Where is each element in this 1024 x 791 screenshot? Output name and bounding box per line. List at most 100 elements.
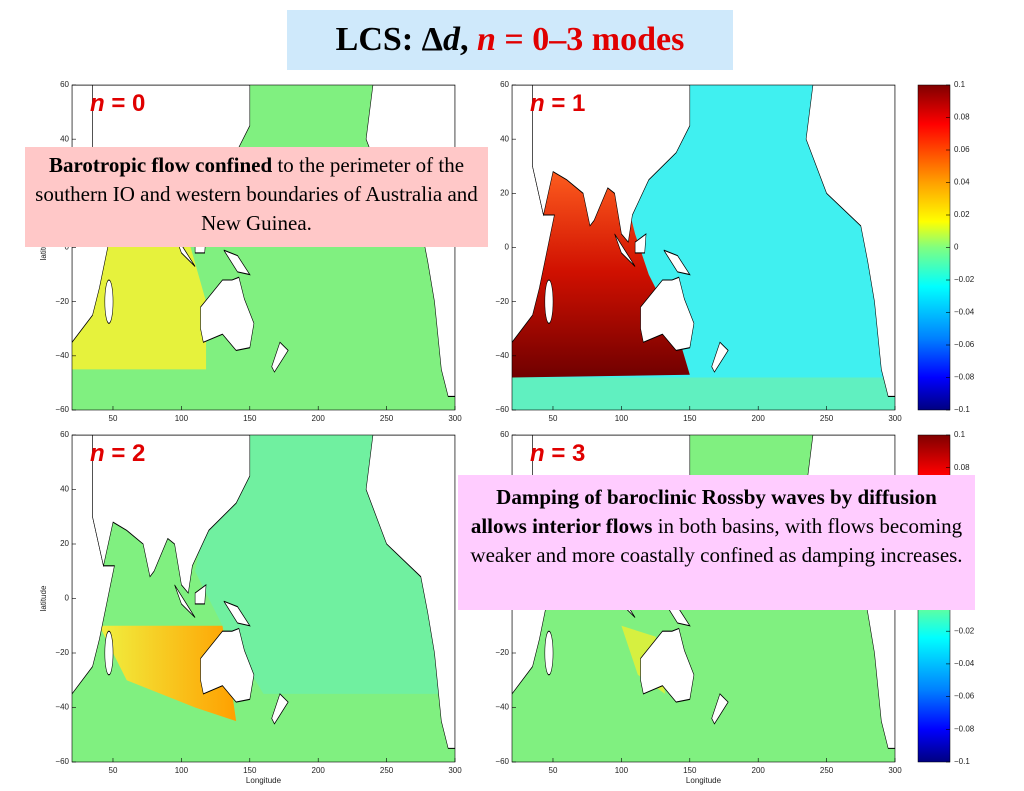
colorbar-label: 0.08 (954, 463, 970, 472)
y-axis-label: latitude (39, 585, 48, 611)
panel-symbol: n (530, 440, 545, 467)
x-tick-label: 200 (312, 766, 326, 775)
map-panel (72, 85, 455, 410)
annotation-bold: Barotropic flow confined (48, 153, 273, 177)
x-tick-label: 250 (820, 766, 834, 775)
panel-value: = 2 (105, 440, 146, 467)
title-text: = 0–3 modes (495, 21, 685, 58)
panel-label: n = 2 (90, 440, 145, 467)
y-tick-label: −20 (55, 297, 69, 306)
x-tick-label: 50 (109, 766, 118, 775)
title-text: , (459, 21, 477, 58)
x-tick-label: 250 (380, 766, 394, 775)
y-tick-label: −20 (495, 648, 509, 657)
y-axis-label: latitude (39, 234, 48, 260)
x-tick-label: 300 (448, 766, 462, 775)
map-panel (512, 85, 895, 410)
colorbar-label: 0.02 (954, 210, 970, 219)
panel-label: n = 3 (530, 440, 585, 467)
annotation: Damping of baroclinic Rossby waves by di… (458, 475, 975, 610)
x-tick-label: 50 (109, 414, 118, 423)
x-tick-label: 100 (615, 766, 629, 775)
colorbar-label: −0.04 (954, 659, 975, 668)
panel-symbol: n (530, 90, 545, 117)
y-tick-label: 40 (60, 485, 69, 494)
colorbar-label: −0.06 (954, 692, 975, 701)
x-tick-label: 200 (752, 766, 766, 775)
colorbar-label: 0.06 (954, 145, 970, 154)
y-tick-label: 20 (500, 188, 509, 197)
annotation-text: to the perimeter of the southern IO and … (35, 153, 478, 235)
colorbar-label: −0.08 (954, 373, 975, 382)
colorbar-label: −0.08 (954, 724, 975, 733)
x-tick-label: 150 (683, 766, 697, 775)
y-tick-label: 0 (65, 243, 70, 252)
colorbar-label: 0.1 (954, 430, 966, 439)
x-tick-label: 150 (243, 414, 257, 423)
annotation-bold: Damping of baroclinic Rossby waves by di… (470, 485, 937, 538)
x-tick-label: 200 (752, 414, 766, 423)
y-tick-label: 60 (60, 80, 69, 89)
panel-symbol: n (90, 440, 105, 467)
y-tick-label: 20 (60, 539, 69, 548)
x-tick-label: 250 (380, 414, 394, 423)
x-tick-label: 150 (243, 766, 257, 775)
x-tick-label: 100 (175, 414, 189, 423)
title-symbol: n (476, 21, 496, 58)
x-tick-label: 50 (549, 414, 558, 423)
panel-label: n = 1 (530, 90, 585, 117)
colorbar-label: 0.04 (954, 178, 970, 187)
colorbar-label: −0.02 (954, 275, 975, 284)
y-tick-label: 0 (65, 594, 70, 603)
y-tick-label: −20 (55, 648, 69, 657)
y-tick-label: −60 (495, 405, 509, 414)
colorbar (917, 84, 951, 411)
x-axis-label: Longitude (246, 776, 282, 785)
y-tick-label: 60 (500, 80, 509, 89)
y-tick-label: −60 (495, 757, 509, 766)
colorbar-label: −0.1 (954, 757, 970, 766)
x-tick-label: 300 (448, 414, 462, 423)
y-tick-label: 40 (500, 134, 509, 143)
panel-value: = 0 (105, 90, 146, 117)
x-tick-label: 300 (888, 414, 902, 423)
y-tick-label: 40 (60, 134, 69, 143)
y-tick-label: −60 (55, 757, 69, 766)
colorbar-label: 0 (954, 243, 959, 252)
annotation-text: in both basins, with flows becoming weak… (470, 514, 963, 567)
x-tick-label: 100 (175, 766, 189, 775)
panel-symbol: n (90, 90, 105, 117)
panel-value: = 1 (545, 90, 586, 117)
colorbar-label: −0.04 (954, 308, 975, 317)
colorbar-label: −0.02 (954, 626, 975, 635)
y-tick-label: −20 (495, 297, 509, 306)
title-text: LCS: Δ (335, 21, 443, 58)
y-tick-label: −60 (55, 405, 69, 414)
colorbar-label: −0.06 (954, 340, 975, 349)
y-tick-label: −40 (495, 703, 509, 712)
title-variable: d (442, 21, 460, 58)
x-tick-label: 100 (615, 414, 629, 423)
y-tick-label: −40 (495, 351, 509, 360)
x-tick-label: 50 (549, 766, 558, 775)
annotation: Barotropic flow confined to the perimete… (25, 147, 488, 247)
y-tick-label: 0 (505, 243, 510, 252)
x-axis-label: Longitude (686, 776, 722, 785)
colorbar-label: −0.1 (954, 405, 970, 414)
x-tick-label: 250 (820, 414, 834, 423)
slide-title: LCS: Δd, n = 0–3 modes (287, 10, 733, 70)
panel-value: = 3 (545, 440, 586, 467)
y-tick-label: −40 (55, 351, 69, 360)
y-tick-label: 60 (500, 430, 509, 439)
colorbar-label: 0.1 (954, 80, 966, 89)
y-tick-label: 60 (60, 430, 69, 439)
x-tick-label: 150 (683, 414, 697, 423)
x-tick-label: 200 (312, 414, 326, 423)
panel-label: n = 0 (90, 90, 145, 117)
map-panel (72, 435, 455, 762)
x-tick-label: 300 (888, 766, 902, 775)
colorbar-label: 0.08 (954, 113, 970, 122)
y-tick-label: −40 (55, 703, 69, 712)
